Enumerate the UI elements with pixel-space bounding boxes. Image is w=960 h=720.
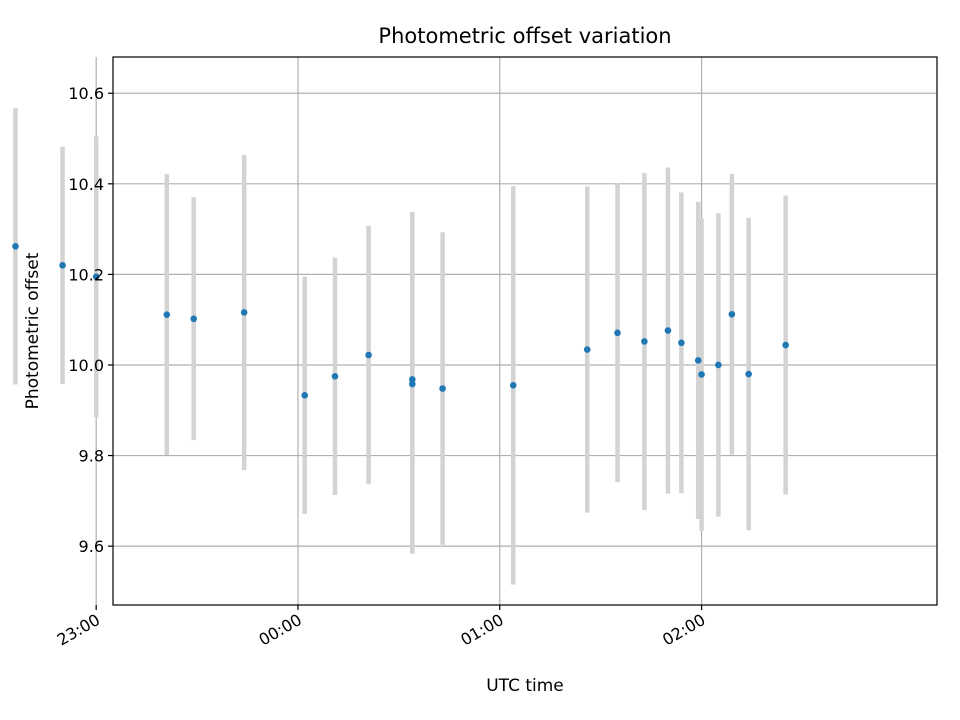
data-point [728, 310, 736, 318]
data-point [694, 357, 702, 364]
data-point [664, 327, 672, 334]
y-tick-label: 10.0 [68, 356, 104, 375]
plot-area [113, 57, 937, 605]
data-point [409, 376, 416, 383]
data-point [59, 262, 66, 269]
y-tick-label: 10.6 [68, 84, 104, 103]
data-point [439, 385, 446, 392]
plot-frame [112, 56, 938, 606]
y-tick-label: 9.6 [79, 537, 104, 556]
data-point [92, 273, 100, 280]
grid-layer [95, 57, 937, 605]
data-point [641, 338, 648, 345]
data-point [715, 361, 722, 369]
data-point [301, 392, 309, 399]
data-point [163, 311, 171, 318]
data-point [614, 329, 621, 337]
data-point [698, 371, 705, 378]
chart-title: Photometric offset variation [378, 24, 671, 48]
x-axis-label: UTC time [486, 676, 564, 696]
data-point [409, 380, 416, 388]
y-axis-label: Photometric offset [23, 252, 43, 409]
data-point [12, 243, 19, 250]
data-point [331, 372, 339, 380]
point-layer [12, 243, 789, 399]
y-tick-label: 10.4 [68, 175, 104, 194]
data-point [782, 341, 789, 349]
data-point [509, 382, 517, 389]
y-tick-label: 10.2 [68, 265, 104, 284]
data-point [745, 370, 752, 378]
y-tick-label: 9.8 [79, 447, 104, 466]
data-point [190, 315, 198, 323]
data-point [240, 309, 248, 316]
data-point [365, 351, 372, 359]
data-point [583, 346, 591, 353]
data-point [678, 339, 685, 347]
